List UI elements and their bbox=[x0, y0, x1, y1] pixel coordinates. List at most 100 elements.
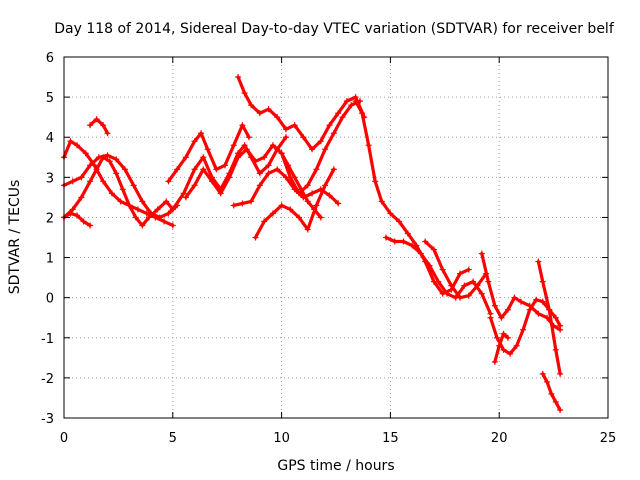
data-point bbox=[117, 198, 124, 205]
data-point bbox=[304, 198, 311, 205]
data-point bbox=[461, 282, 468, 289]
data-point bbox=[539, 298, 546, 305]
data-point bbox=[435, 278, 442, 285]
chart-title: Day 118 of 2014, Sidereal Day-to-day VTE… bbox=[54, 21, 615, 37]
data-point bbox=[67, 138, 74, 145]
data-point bbox=[87, 222, 94, 229]
data-point bbox=[113, 170, 120, 177]
data-point bbox=[557, 370, 564, 377]
data-point bbox=[400, 238, 407, 245]
data-point bbox=[226, 174, 233, 181]
series-line bbox=[253, 167, 336, 240]
data-point bbox=[161, 218, 168, 225]
series-arc12 bbox=[278, 150, 324, 221]
data-point bbox=[67, 210, 74, 217]
y-axis-label: SDTVAR / TECUs bbox=[7, 180, 23, 295]
data-point bbox=[504, 334, 511, 341]
data-point bbox=[548, 390, 555, 397]
data-point bbox=[291, 186, 298, 193]
data-point bbox=[517, 298, 524, 305]
data-point bbox=[317, 214, 324, 221]
data-point bbox=[241, 142, 248, 149]
data-point bbox=[311, 206, 318, 213]
data-point bbox=[474, 282, 481, 289]
data-point bbox=[82, 150, 89, 157]
data-point bbox=[265, 162, 272, 169]
x-tick-label: 20 bbox=[491, 431, 508, 446]
data-point bbox=[330, 130, 337, 137]
data-point bbox=[304, 182, 311, 189]
data-point bbox=[491, 358, 498, 365]
data-point bbox=[256, 170, 263, 177]
data-point bbox=[343, 98, 350, 105]
data-point bbox=[426, 262, 433, 269]
data-point bbox=[372, 178, 379, 185]
x-axis-label: GPS time / hours bbox=[277, 458, 394, 474]
data-point bbox=[498, 314, 505, 321]
data-point bbox=[309, 190, 316, 197]
data-point bbox=[552, 346, 559, 353]
data-point bbox=[248, 102, 255, 109]
data-point bbox=[78, 174, 85, 181]
data-point bbox=[504, 306, 511, 313]
data-point bbox=[396, 218, 403, 225]
data-point bbox=[278, 150, 285, 157]
data-point bbox=[182, 154, 189, 161]
data-point bbox=[191, 182, 198, 189]
data-point bbox=[465, 266, 472, 273]
series-line bbox=[88, 117, 110, 135]
data-point bbox=[291, 122, 298, 129]
data-point bbox=[496, 342, 503, 349]
grid bbox=[64, 57, 608, 418]
data-point bbox=[69, 206, 76, 213]
y-tick-label: 4 bbox=[46, 131, 54, 146]
data-point bbox=[296, 214, 303, 221]
data-point bbox=[261, 154, 268, 161]
data-point bbox=[235, 74, 242, 81]
data-point bbox=[239, 122, 246, 129]
data-point bbox=[298, 186, 305, 193]
data-point bbox=[261, 218, 268, 225]
x-tick-label: 25 bbox=[600, 431, 617, 446]
data-point bbox=[470, 278, 477, 285]
data-point bbox=[269, 142, 276, 149]
data-point bbox=[487, 314, 494, 321]
data-point bbox=[87, 178, 94, 185]
data-point bbox=[154, 206, 161, 213]
data-point bbox=[87, 162, 94, 169]
data-point bbox=[511, 294, 518, 301]
data-point bbox=[500, 330, 507, 337]
data-point bbox=[274, 166, 281, 173]
series-line bbox=[62, 139, 175, 228]
data-point bbox=[134, 206, 141, 213]
data-point bbox=[539, 278, 546, 285]
data-point bbox=[241, 90, 248, 97]
data-point bbox=[274, 114, 281, 121]
data-point bbox=[217, 190, 224, 197]
data-point bbox=[256, 182, 263, 189]
data-point bbox=[378, 198, 385, 205]
series-line bbox=[493, 332, 510, 364]
data-point bbox=[282, 174, 289, 181]
plot-frame bbox=[63, 56, 609, 419]
data-point bbox=[313, 202, 320, 209]
data-point bbox=[204, 146, 211, 153]
data-point bbox=[546, 306, 553, 313]
data-point bbox=[87, 122, 94, 129]
data-point bbox=[291, 174, 298, 181]
data-point bbox=[198, 130, 205, 137]
data-point bbox=[557, 406, 564, 413]
data-point bbox=[507, 350, 514, 357]
data-point bbox=[457, 270, 464, 277]
series-arc9 bbox=[235, 74, 368, 153]
data-point bbox=[100, 178, 107, 185]
data-point bbox=[252, 234, 259, 241]
series-line bbox=[236, 75, 366, 151]
data-point bbox=[478, 250, 485, 257]
data-point bbox=[139, 198, 146, 205]
y-tick-label: 6 bbox=[46, 51, 54, 66]
data-point bbox=[208, 178, 215, 185]
data-point bbox=[213, 166, 220, 173]
data-point bbox=[309, 146, 316, 153]
